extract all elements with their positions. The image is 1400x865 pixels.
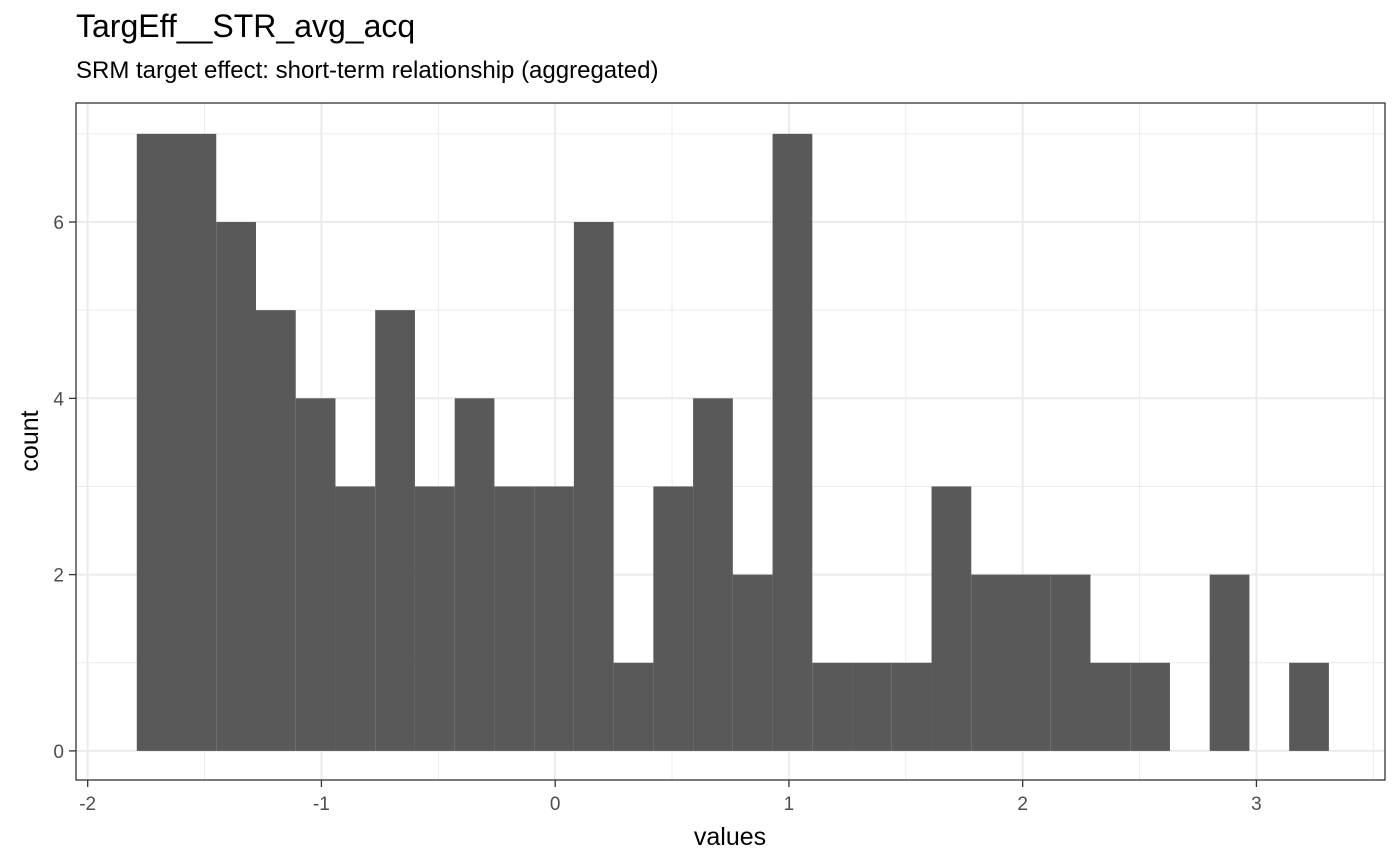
y-tick-label: 4 xyxy=(53,389,64,410)
histogram-bar xyxy=(494,486,535,751)
histogram-bar xyxy=(613,662,654,751)
histogram-bars xyxy=(136,133,1329,751)
histogram-bar xyxy=(573,222,614,751)
histogram-bar xyxy=(1289,662,1329,751)
histogram-bar xyxy=(414,486,455,751)
histogram-bar xyxy=(852,662,892,751)
histogram-bar xyxy=(255,310,296,751)
histogram-bar xyxy=(1209,574,1250,751)
y-axis-label: count xyxy=(16,410,44,471)
y-axis: 0 2 4 6 xyxy=(53,213,76,763)
histogram-bar xyxy=(335,486,376,751)
histogram-bar xyxy=(534,486,574,751)
chart-title: TargEff__STR_avg_acq xyxy=(76,8,416,44)
histogram-bar xyxy=(772,133,813,751)
histogram-bar xyxy=(693,398,733,751)
y-tick-label: 2 xyxy=(53,566,64,587)
chart-subtitle: SRM target effect: short-term relationsh… xyxy=(76,57,659,84)
histogram-bar xyxy=(1011,574,1051,751)
histogram-bar xyxy=(136,133,177,751)
x-tick-label: 1 xyxy=(784,794,795,815)
x-axis: -2 -1 0 1 2 3 xyxy=(79,780,1262,815)
x-tick-label: 0 xyxy=(550,794,561,815)
x-tick-label: -1 xyxy=(313,794,330,815)
x-tick-label: -2 xyxy=(79,794,96,815)
y-tick-label: 6 xyxy=(53,213,64,234)
histogram-bar xyxy=(891,662,932,751)
histogram-bar xyxy=(732,574,773,751)
histogram-bar xyxy=(812,662,853,751)
histogram-bar xyxy=(375,310,415,751)
x-tick-label: 3 xyxy=(1251,794,1262,815)
x-tick-label: 2 xyxy=(1017,794,1028,815)
histogram-bar xyxy=(176,133,217,751)
histogram-bar xyxy=(295,398,336,751)
histogram-bar xyxy=(216,222,256,751)
histogram-bar xyxy=(454,398,495,751)
histogram-bar xyxy=(1090,662,1131,751)
histogram-bar xyxy=(931,486,972,751)
histogram-bar xyxy=(1050,574,1091,751)
histogram-bar xyxy=(1130,662,1170,751)
histogram-bar xyxy=(971,574,1011,751)
plot-panel-border xyxy=(75,102,1386,781)
histogram-bar xyxy=(653,486,694,751)
y-tick-label: 0 xyxy=(53,742,64,763)
x-axis-label: values xyxy=(694,823,766,851)
